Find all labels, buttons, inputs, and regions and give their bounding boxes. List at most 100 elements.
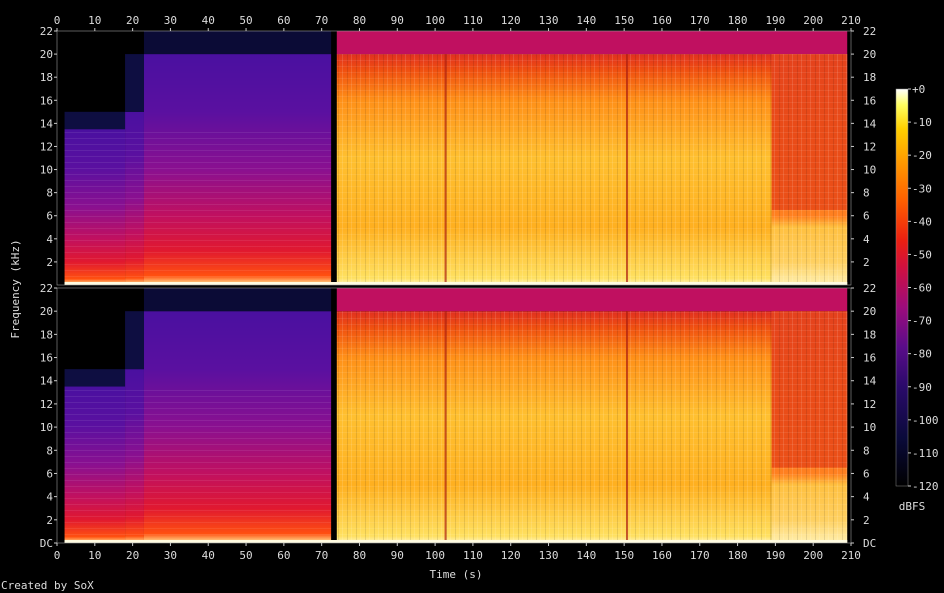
colorbar-tick-label: -80 bbox=[912, 348, 932, 361]
noise-fringe bbox=[64, 111, 126, 130]
noise-fringe bbox=[143, 288, 332, 312]
y-tick-label-right: 8 bbox=[863, 444, 870, 457]
y-tick-label-right: 20 bbox=[863, 305, 876, 318]
y-tick-label-right: 6 bbox=[863, 210, 870, 223]
x-tick-label-bottom: 160 bbox=[652, 549, 672, 562]
spectrogram-panels bbox=[56, 30, 852, 544]
noise-fringe bbox=[125, 311, 144, 370]
credit-footer: Created by SoX bbox=[1, 579, 94, 592]
x-tick-label-bottom: 80 bbox=[353, 549, 366, 562]
channel-panel-1 bbox=[56, 30, 852, 286]
top-band bbox=[336, 288, 848, 312]
colorbar-tick-label: -50 bbox=[912, 248, 932, 261]
y-tick-label-right: 2 bbox=[863, 514, 870, 527]
x-tick-label-top: 130 bbox=[539, 14, 559, 27]
x-tick-label-bottom: 100 bbox=[425, 549, 445, 562]
x-tick-label-top: 90 bbox=[391, 14, 404, 27]
colorbar-tick-label: -100 bbox=[912, 414, 939, 427]
transient-line bbox=[626, 54, 629, 285]
transient-line bbox=[444, 54, 447, 285]
colorbar-tick-label: -10 bbox=[912, 116, 932, 129]
x-tick-label-top: 210 bbox=[841, 14, 861, 27]
x-tick-label-bottom: 200 bbox=[803, 549, 823, 562]
x-tick-label-bottom: 210 bbox=[841, 549, 861, 562]
y-tick-label-right: 18 bbox=[863, 71, 876, 84]
x-tick-label-bottom: 30 bbox=[164, 549, 177, 562]
y-tick-label-right: 20 bbox=[863, 48, 876, 61]
dc-line bbox=[64, 282, 848, 285]
y-tick-label-left: 16 bbox=[40, 94, 53, 107]
colorbar-tick-label: -20 bbox=[912, 149, 932, 162]
texture-horizontal bbox=[336, 311, 848, 543]
colorbar-gradient bbox=[895, 88, 909, 487]
y-tick-label-left: 2 bbox=[46, 514, 53, 527]
y-tick-label-left: 22 bbox=[40, 282, 53, 295]
x-tick-label-top: 200 bbox=[803, 14, 823, 27]
transient-line bbox=[626, 311, 629, 543]
y-tick-label-right: 6 bbox=[863, 467, 870, 480]
noise-fringe bbox=[143, 31, 332, 55]
y-tick-label-right: 12 bbox=[863, 140, 876, 153]
x-tick-label-bottom: 180 bbox=[728, 549, 748, 562]
y-tick-label-right: 4 bbox=[863, 233, 870, 246]
colorbar-tick-label: +0 bbox=[912, 83, 925, 96]
y-tick-label-right: 10 bbox=[863, 421, 876, 434]
x-tick-label-top: 10 bbox=[88, 14, 101, 27]
y-tick-label-right: 22 bbox=[863, 282, 876, 295]
colorbar-tick-label: -40 bbox=[912, 215, 932, 228]
y-tick-label-left: 10 bbox=[40, 164, 53, 177]
x-tick-label-bottom: 10 bbox=[88, 549, 101, 562]
y-tick-label-right: 4 bbox=[863, 491, 870, 504]
y-tick-label-left: 6 bbox=[46, 467, 53, 480]
x-tick-label-top: 40 bbox=[202, 14, 215, 27]
x-tick-label-bottom: 140 bbox=[576, 549, 596, 562]
x-tick-label-bottom: 0 bbox=[54, 549, 61, 562]
colorbar-tick-label: -120 bbox=[912, 480, 939, 493]
y-tick-label-left: 14 bbox=[40, 117, 54, 130]
y-tick-label-left: 8 bbox=[46, 444, 53, 457]
y-tick-label-left: 10 bbox=[40, 421, 53, 434]
y-tick-label-left: 4 bbox=[46, 233, 53, 246]
x-tick-label-top: 0 bbox=[54, 14, 61, 27]
x-tick-label-top: 100 bbox=[425, 14, 445, 27]
y-tick-label-left: 22 bbox=[40, 25, 53, 38]
y-tick-label-left: 8 bbox=[46, 187, 53, 200]
y-tick-label-right: 16 bbox=[863, 94, 876, 107]
colorbar-tick-label: -30 bbox=[912, 182, 932, 195]
x-tick-label-bottom: 110 bbox=[463, 549, 483, 562]
y-tick-label-left: 20 bbox=[40, 48, 53, 61]
x-tick-label-top: 180 bbox=[728, 14, 748, 27]
x-tick-label-bottom: 70 bbox=[315, 549, 328, 562]
y-tick-label-left: 20 bbox=[40, 305, 53, 318]
y-tick-label-right: DC bbox=[863, 537, 876, 550]
y-tick-label-left: 6 bbox=[46, 210, 53, 223]
texture-quiet bbox=[64, 386, 332, 543]
y-tick-label-right: 18 bbox=[863, 328, 876, 341]
x-tick-label-top: 60 bbox=[277, 14, 290, 27]
y-tick-label-left: 18 bbox=[40, 328, 53, 341]
x-tick-label-top: 20 bbox=[126, 14, 139, 27]
x-tick-label-bottom: 170 bbox=[690, 549, 710, 562]
x-tick-label-bottom: 50 bbox=[239, 549, 252, 562]
y-tick-label-right: 22 bbox=[863, 25, 876, 38]
x-tick-label-bottom: 150 bbox=[614, 549, 634, 562]
x-tick-label-top: 30 bbox=[164, 14, 177, 27]
y-tick-label-right: 14 bbox=[863, 117, 877, 130]
x-tick-label-top: 150 bbox=[614, 14, 634, 27]
x-tick-label-top: 110 bbox=[463, 14, 483, 27]
x-tick-label-bottom: 60 bbox=[277, 549, 290, 562]
x-tick-label-bottom: 190 bbox=[765, 549, 785, 562]
texture-horizontal bbox=[336, 54, 848, 285]
x-tick-label-bottom: 90 bbox=[391, 549, 404, 562]
y-tick-label-right: 8 bbox=[863, 187, 870, 200]
y-tick-label-left: 14 bbox=[40, 375, 54, 388]
y-tick-label-left: 12 bbox=[40, 140, 53, 153]
y-axis-title: Frequency (kHz) bbox=[9, 239, 22, 338]
x-tick-label-top: 160 bbox=[652, 14, 672, 27]
colorbar-tick-label: -60 bbox=[912, 282, 932, 295]
x-tick-label-top: 70 bbox=[315, 14, 328, 27]
y-tick-label-left: 2 bbox=[46, 256, 53, 269]
y-tick-label-left: 12 bbox=[40, 398, 53, 411]
colorbar: +0 -10 -20 -30 -40 -50 -60 -70 -80 -90 -100 -110 -12… bbox=[895, 83, 939, 493]
